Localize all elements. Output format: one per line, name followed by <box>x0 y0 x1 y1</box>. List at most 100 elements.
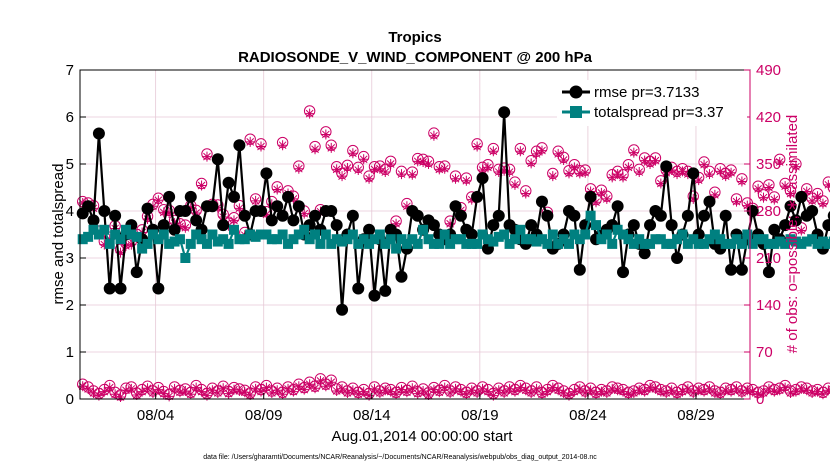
obs-assimilated-low-point <box>293 381 304 392</box>
rmse-point <box>541 209 554 222</box>
y-tick-label-right: 350 <box>756 156 781 173</box>
obs-assimilated-low-point <box>504 383 515 394</box>
obs-assimilated-low-point <box>191 382 202 393</box>
obs-assimilated-low-point <box>677 386 688 397</box>
rmse-point <box>336 303 349 316</box>
totalspread-point <box>828 236 830 247</box>
obs-assimilated-point <box>515 146 526 157</box>
totalspread-point <box>823 238 830 249</box>
obs-assimilated-low-point <box>472 387 483 398</box>
rmse-point <box>109 209 122 222</box>
rmse-point <box>114 282 127 295</box>
y-tick-label-right: 420 <box>756 109 781 126</box>
totalspread-point <box>758 234 769 245</box>
totalspread-point <box>120 224 131 235</box>
totalspread-point <box>326 238 337 249</box>
obs-assimilated-low-point <box>601 387 612 398</box>
rmse-point <box>611 200 624 213</box>
obs-assimilated-low-point <box>245 389 256 400</box>
obs-assimilated-low-point <box>790 386 801 397</box>
rmse-point <box>681 209 694 222</box>
obs-assimilated-low-point <box>639 386 650 397</box>
obs-assimilated-point <box>677 166 688 177</box>
footnote: data file: /Users/gharamti/Documents/NCA… <box>203 454 597 461</box>
totalspread-point <box>115 234 126 245</box>
rmse-point <box>525 219 538 232</box>
totalspread-point <box>142 238 153 249</box>
totalspread-point <box>601 229 612 240</box>
rmse-point <box>654 209 667 222</box>
totalspread-point <box>110 229 121 240</box>
obs-assimilated-point <box>380 167 391 178</box>
totalspread-point <box>645 238 656 249</box>
obs-assimilated-point <box>185 202 196 213</box>
rmse-point <box>487 219 500 232</box>
obs-assimilated-point <box>526 158 537 169</box>
obs-assimilated-point <box>704 169 715 180</box>
totalspread-point <box>731 234 742 245</box>
obs-assimilated-low-point <box>536 389 547 400</box>
totalspread-point <box>391 243 402 254</box>
totalspread-point <box>245 229 256 240</box>
totalspread-point <box>628 238 639 249</box>
obs-assimilated-point <box>180 222 191 233</box>
obs-assimilated-point <box>234 203 245 214</box>
obs-assimilated-point <box>488 146 499 157</box>
rmse-point <box>92 127 105 140</box>
rmse-point <box>687 167 700 180</box>
obs-assimilated-point <box>650 155 661 166</box>
obs-assimilated-low-point <box>623 389 634 400</box>
rmse-point <box>573 263 586 276</box>
rmse-point <box>352 282 365 295</box>
y-tick-label-right: 490 <box>756 62 781 79</box>
obs-assimilated-low-point <box>380 385 391 396</box>
obs-assimilated-point <box>412 156 423 167</box>
obs-assimilated-low-point <box>261 382 272 393</box>
totalspread-point <box>612 224 623 235</box>
totalspread-point <box>412 238 423 249</box>
y-tick-label: 7 <box>66 62 74 79</box>
totalspread-point <box>126 229 137 240</box>
obs-assimilated-point <box>558 154 569 165</box>
obs-assimilated-low-point <box>169 383 180 394</box>
rmse-point <box>87 214 100 227</box>
totalspread-point <box>385 234 396 245</box>
totalspread-point <box>704 234 715 245</box>
totalspread-point <box>515 224 526 235</box>
totalspread-point <box>715 234 726 245</box>
x-tick-label: 08/09 <box>245 407 283 424</box>
obs-assimilated-point <box>439 163 450 174</box>
rmse-point <box>292 200 305 213</box>
obs-assimilated-low-point <box>407 383 418 394</box>
rmse-point <box>395 270 408 283</box>
obs-assimilated-low-point <box>412 388 423 399</box>
totalspread-point <box>807 234 818 245</box>
obs-assimilated-point <box>326 142 337 153</box>
totalspread-point <box>428 238 439 249</box>
rmse-point <box>719 209 732 222</box>
y-tick-label: 2 <box>66 297 74 314</box>
obs-assimilated-low-point <box>147 387 158 398</box>
totalspread-point <box>812 238 823 249</box>
totalspread-point <box>180 253 191 263</box>
right-axis-ticks: 0 70 140 210 280 350 420 490 <box>744 62 781 408</box>
obs-assimilated-low-point <box>115 391 126 402</box>
obs-assimilated-low-point <box>250 383 261 394</box>
totalspread-point <box>591 220 602 231</box>
totalspread-point <box>542 238 553 249</box>
obs-assimilated-low-point <box>482 386 493 397</box>
obs-assimilated-point <box>536 145 547 156</box>
obs-assimilated-point <box>310 144 321 155</box>
rmse-point <box>427 219 440 232</box>
rmse-point <box>535 195 548 208</box>
obs-assimilated-low-point <box>774 385 785 396</box>
totalspread-point <box>277 229 288 240</box>
x-tick-label: 08/14 <box>353 407 391 424</box>
obs-assimilated-low-point <box>142 383 153 394</box>
obs-assimilated-point <box>142 214 153 225</box>
obs-assimilated-point <box>461 175 472 186</box>
obs-assimilated-point <box>790 161 801 172</box>
obs-assimilated-low-point <box>137 386 148 397</box>
obs-assimilated-point <box>472 141 483 152</box>
rmse-point <box>211 153 224 166</box>
